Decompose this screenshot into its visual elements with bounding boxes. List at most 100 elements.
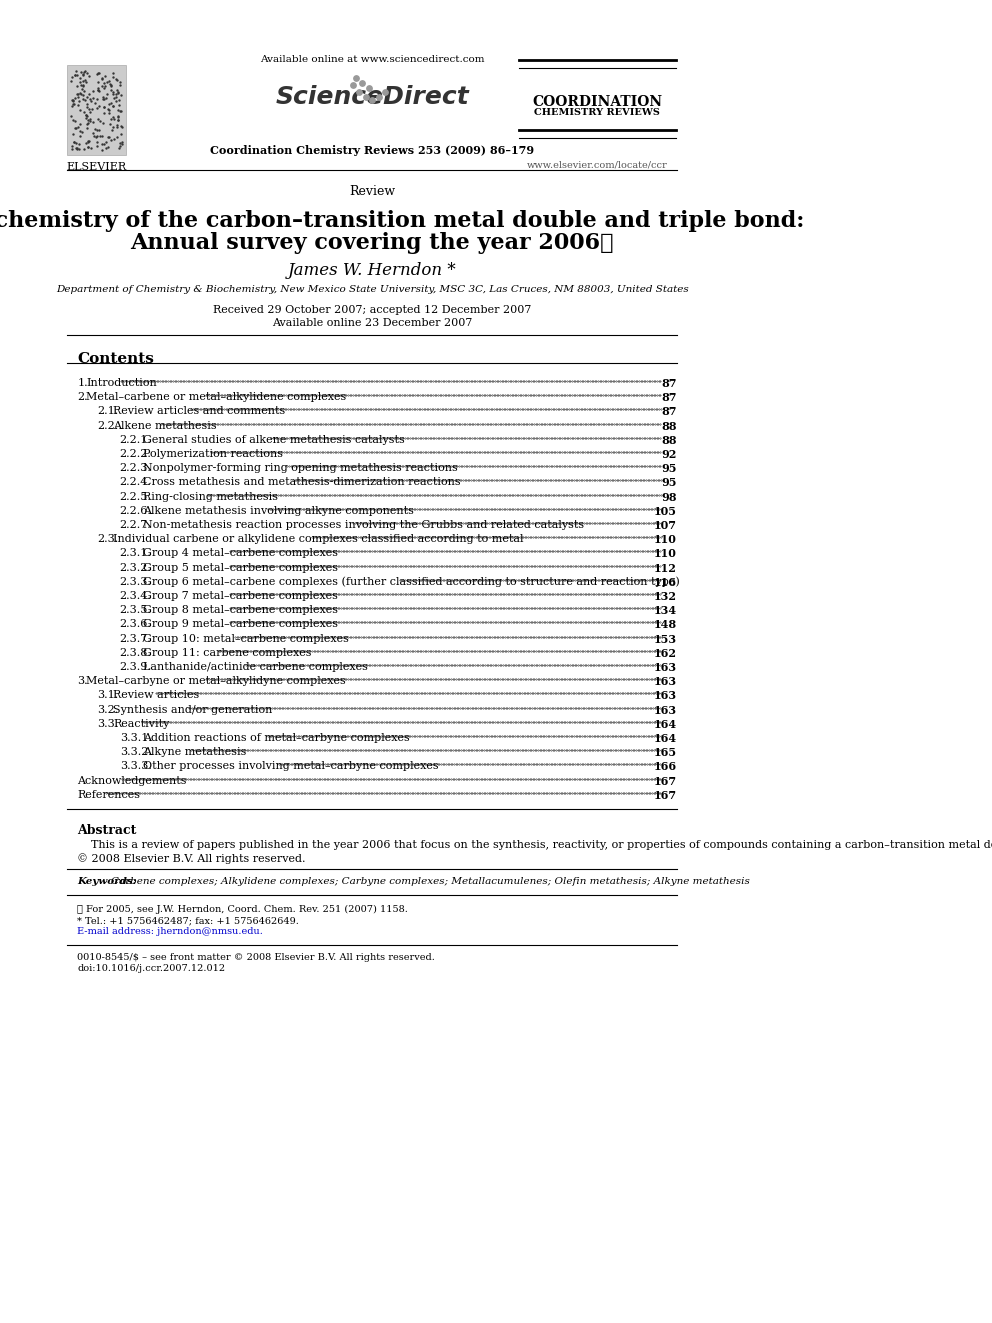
Point [501, 583, 517, 605]
Point [260, 442, 276, 463]
Point [559, 470, 575, 491]
Point [468, 598, 484, 619]
Point [406, 725, 422, 746]
Point [553, 484, 568, 505]
Point [84, 98, 100, 119]
Point [476, 683, 492, 704]
Point [529, 740, 545, 761]
Point [624, 569, 640, 590]
Point [643, 442, 659, 463]
Point [338, 541, 354, 562]
Point [645, 683, 661, 704]
Point [309, 541, 324, 562]
Point [305, 470, 320, 491]
Point [281, 583, 297, 605]
Point [324, 725, 340, 746]
Point [427, 712, 442, 733]
Point [328, 712, 344, 733]
Point [366, 556, 382, 577]
Point [222, 782, 238, 803]
Point [521, 598, 537, 619]
Point [280, 455, 296, 476]
Point [386, 413, 402, 434]
Point [279, 556, 295, 577]
Point [389, 527, 405, 548]
Point [290, 712, 306, 733]
Point [436, 499, 452, 520]
Point [543, 413, 558, 434]
Point [502, 427, 518, 448]
Point [584, 470, 600, 491]
Point [565, 385, 581, 406]
Point [487, 712, 503, 733]
Point [497, 527, 513, 548]
Point [513, 697, 529, 718]
Point [634, 782, 650, 803]
Point [488, 484, 504, 505]
Text: 2.3.2.: 2.3.2. [120, 562, 152, 573]
Point [361, 712, 377, 733]
Point [582, 754, 598, 775]
Point [365, 683, 381, 704]
Point [551, 782, 566, 803]
Point [424, 370, 439, 392]
Point [621, 556, 637, 577]
Point [214, 484, 230, 505]
Point [483, 470, 499, 491]
Point [528, 655, 544, 676]
Point [323, 455, 339, 476]
Text: This is a review of papers published in the year 2006 that focus on the synthesi: This is a review of papers published in … [77, 840, 992, 849]
Point [618, 712, 634, 733]
Point [456, 470, 472, 491]
Point [402, 782, 418, 803]
Text: Coordination Chemistry Reviews 253 (2009) 86–179: Coordination Chemistry Reviews 253 (2009… [210, 146, 535, 156]
Point [230, 782, 246, 803]
Point [252, 484, 268, 505]
Point [502, 385, 518, 406]
Point [608, 527, 624, 548]
Point [493, 512, 509, 533]
Point [282, 683, 298, 704]
Point [361, 626, 377, 647]
Point [458, 725, 474, 746]
Point [427, 541, 442, 562]
Point [221, 668, 237, 689]
Point [288, 484, 304, 505]
Point [356, 413, 372, 434]
Point [189, 782, 205, 803]
Point [267, 740, 283, 761]
Point [372, 512, 388, 533]
Point [592, 385, 608, 406]
Point [310, 413, 326, 434]
Point [302, 683, 317, 704]
Point [616, 782, 632, 803]
Point [277, 769, 293, 790]
Point [358, 782, 374, 803]
Point [223, 556, 239, 577]
Point [528, 754, 544, 775]
Point [617, 583, 633, 605]
Point [635, 385, 651, 406]
Point [384, 455, 400, 476]
Point [568, 598, 584, 619]
Point [184, 683, 199, 704]
Point [375, 499, 391, 520]
Point [386, 385, 402, 406]
Point [543, 370, 558, 392]
Point [406, 442, 422, 463]
Point [613, 527, 629, 548]
Point [588, 541, 604, 562]
Point [305, 668, 320, 689]
Point [333, 385, 349, 406]
Point [433, 598, 448, 619]
Point [356, 697, 372, 718]
Point [74, 75, 90, 97]
Point [367, 541, 383, 562]
Point [320, 668, 336, 689]
Point [204, 385, 220, 406]
Point [441, 470, 457, 491]
Point [625, 740, 641, 761]
Point [349, 541, 365, 562]
Point [66, 93, 82, 114]
Point [568, 611, 584, 632]
